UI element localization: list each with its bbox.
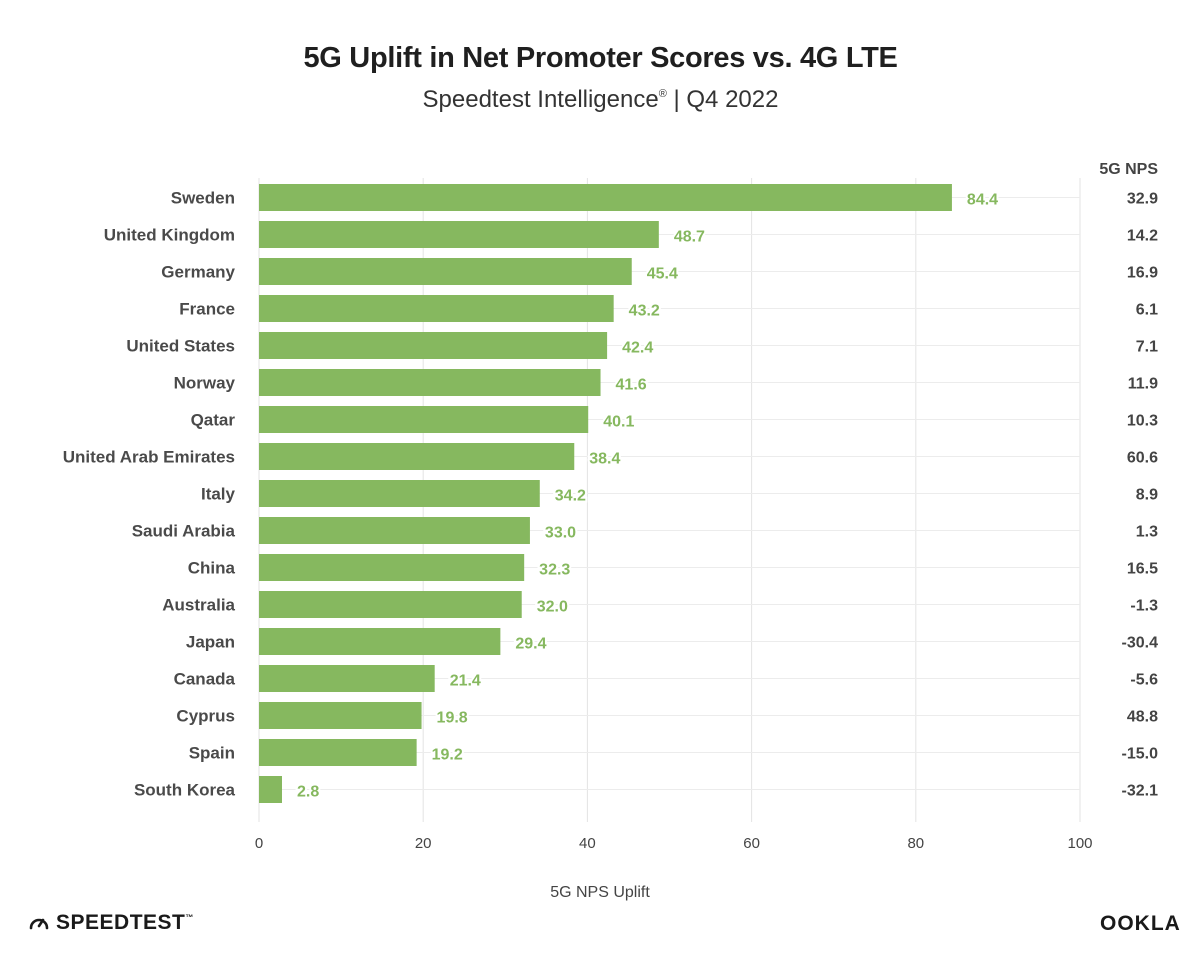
chart-title: 5G Uplift in Net Promoter Scores vs. 4G … <box>303 42 898 74</box>
bar-saudi-arabia <box>259 517 530 544</box>
x-tick-60: 60 <box>743 835 760 852</box>
subtitle-source: Speedtest Intelligence <box>422 86 659 113</box>
nps-value-united-arab-emirates: 60.6 <box>1127 450 1158 467</box>
nps-value-sweden: 32.9 <box>1127 191 1158 208</box>
nps-value-canada: -5.6 <box>1130 672 1158 689</box>
bar-italy <box>259 480 540 507</box>
nps-value-united-states: 7.1 <box>1136 339 1158 356</box>
x-axis-label: 5G NPS Uplift <box>550 884 650 901</box>
bar-sweden <box>259 184 952 211</box>
speedometer-icon <box>29 918 49 930</box>
bars <box>259 184 952 803</box>
value-label-australia: 32.0 <box>537 599 568 616</box>
category-label-canada: Canada <box>174 670 236 689</box>
value-label-france: 43.2 <box>629 303 660 320</box>
category-label-united-arab-emirates: United Arab Emirates <box>63 448 235 467</box>
category-label-china: China <box>188 559 236 578</box>
nps-value-australia: -1.3 <box>1130 598 1158 615</box>
bar-south-korea <box>259 776 282 803</box>
bar-united-arab-emirates <box>259 443 575 470</box>
value-label-united-states: 42.4 <box>622 340 653 357</box>
category-labels: Sweden United Kingdom Germany France United … <box>63 189 236 800</box>
speedtest-logo: SPEEDTEST™ <box>28 910 194 936</box>
x-tick-80: 80 <box>907 835 924 852</box>
value-labels: 84.4 48.7 45.4 43.2 42.4 41.6 40.1 38.4 34.2 33.0… <box>295 190 1000 803</box>
bar-united-states <box>259 332 608 359</box>
bar-norway <box>259 369 601 396</box>
category-label-united-kingdom: United Kingdom <box>104 226 235 245</box>
category-label-cyprus: Cyprus <box>176 707 235 726</box>
registered-mark: ® <box>658 88 667 100</box>
side-column: 32.9 14.2 16.9 6.1 7.1 11.9 10.3 60.6 8.9 1.3 16.5… <box>1122 191 1159 800</box>
bar-spain <box>259 739 417 766</box>
value-label-cyprus: 19.8 <box>437 710 468 727</box>
value-label-sweden: 84.4 <box>967 192 998 209</box>
bar-germany <box>259 258 632 285</box>
x-tick-labels: 0 20 40 60 80 100 <box>255 835 1093 852</box>
nps-value-china: 16.5 <box>1127 561 1158 578</box>
nps-value-norway: 11.9 <box>1128 376 1158 393</box>
category-label-australia: Australia <box>162 596 235 615</box>
value-label-germany: 45.4 <box>647 266 678 283</box>
nps-value-qatar: 10.3 <box>1127 413 1158 430</box>
value-label-united-arab-emirates: 38.4 <box>589 451 620 468</box>
nps-value-spain: -15.0 <box>1122 746 1159 763</box>
nps-value-south-korea: -32.1 <box>1122 783 1159 800</box>
value-label-italy: 34.2 <box>555 488 586 505</box>
category-label-spain: Spain <box>189 744 235 763</box>
bar-china <box>259 554 525 581</box>
category-label-south-korea: South Korea <box>134 781 236 800</box>
bar-australia <box>259 591 522 618</box>
value-label-south-korea: 2.8 <box>297 784 319 801</box>
category-label-norway: Norway <box>174 374 236 393</box>
category-label-saudi-arabia: Saudi Arabia <box>132 522 236 541</box>
x-tick-40: 40 <box>579 835 596 852</box>
nps-value-italy: 8.9 <box>1136 487 1158 504</box>
value-label-saudi-arabia: 33.0 <box>545 525 576 542</box>
category-label-sweden: Sweden <box>171 189 235 208</box>
category-label-italy: Italy <box>201 485 236 504</box>
x-tick-100: 100 <box>1067 835 1092 852</box>
nps-value-germany: 16.9 <box>1127 265 1158 282</box>
ookla-wordmark: OOKLA <box>1100 912 1181 935</box>
category-label-united-states: United States <box>126 337 235 356</box>
bar-cyprus <box>259 702 422 729</box>
bar-canada <box>259 665 435 692</box>
value-label-japan: 29.4 <box>515 636 546 653</box>
x-tick-0: 0 <box>255 835 263 852</box>
bar-qatar <box>259 406 589 433</box>
category-label-qatar: Qatar <box>191 411 236 430</box>
category-label-germany: Germany <box>161 263 235 282</box>
nps-value-saudi-arabia: 1.3 <box>1136 524 1158 541</box>
subtitle-period: | Q4 2022 <box>666 86 779 113</box>
chart-subtitle: Speedtest Intelligence® | Q4 2022 <box>0 86 1201 114</box>
value-label-united-kingdom: 48.7 <box>674 229 705 246</box>
side-column-header: 5G NPS <box>1099 161 1158 178</box>
category-label-france: France <box>179 300 235 319</box>
value-label-spain: 19.2 <box>432 747 463 764</box>
value-label-norway: 41.6 <box>616 377 647 394</box>
bar-japan <box>259 628 501 655</box>
nps-value-france: 6.1 <box>1136 302 1158 319</box>
nps-value-cyprus: 48.8 <box>1127 709 1158 726</box>
speedtest-wordmark: SPEEDTEST™ <box>56 911 194 934</box>
bar-france <box>259 295 614 322</box>
x-tick-20: 20 <box>415 835 432 852</box>
nps-value-united-kingdom: 14.2 <box>1127 228 1158 245</box>
nps-value-japan: -30.4 <box>1122 635 1159 652</box>
value-label-canada: 21.4 <box>450 673 481 690</box>
ookla-logo: OOKLA <box>1100 910 1181 938</box>
value-label-china: 32.3 <box>539 562 570 579</box>
bar-united-kingdom <box>259 221 659 248</box>
value-label-qatar: 40.1 <box>603 414 634 431</box>
category-label-japan: Japan <box>186 633 235 652</box>
